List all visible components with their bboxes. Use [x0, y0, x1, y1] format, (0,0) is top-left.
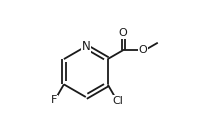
Text: N: N [81, 40, 90, 53]
Text: F: F [51, 95, 58, 105]
Text: Cl: Cl [112, 96, 123, 106]
Text: O: O [139, 45, 148, 55]
Text: O: O [119, 28, 127, 38]
